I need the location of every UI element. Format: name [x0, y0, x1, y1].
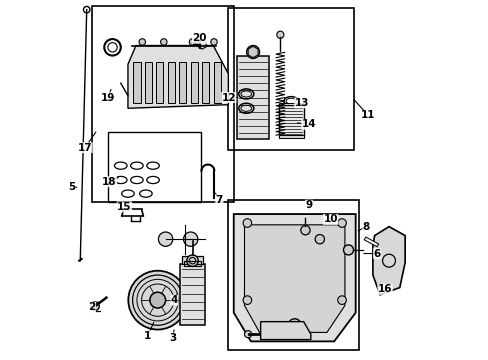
Text: 13: 13 — [294, 98, 308, 108]
Text: 3: 3 — [169, 333, 176, 343]
Bar — [278, 105, 303, 137]
Circle shape — [246, 45, 259, 58]
Text: 1: 1 — [144, 331, 151, 341]
Bar — [278, 103, 303, 105]
Circle shape — [244, 330, 251, 338]
Text: 10: 10 — [323, 215, 337, 224]
Ellipse shape — [183, 232, 198, 246]
Bar — [190, 62, 198, 103]
Text: 17: 17 — [78, 143, 92, 153]
Bar — [228, 200, 359, 350]
Bar — [202, 62, 209, 103]
Bar — [107, 132, 201, 202]
Text: 12: 12 — [221, 93, 236, 103]
Bar — [182, 256, 203, 264]
Circle shape — [186, 255, 198, 266]
Text: 16: 16 — [377, 284, 391, 294]
Text: 6: 6 — [373, 248, 380, 258]
Circle shape — [139, 39, 145, 45]
Text: 14: 14 — [301, 120, 316, 129]
Text: 19: 19 — [101, 93, 115, 103]
Text: 7: 7 — [215, 195, 223, 205]
Text: 11: 11 — [360, 111, 375, 121]
Text: 8: 8 — [362, 222, 369, 231]
Circle shape — [337, 296, 346, 305]
Polygon shape — [260, 321, 310, 339]
Circle shape — [243, 296, 251, 305]
Bar — [92, 6, 233, 202]
Polygon shape — [244, 225, 344, 332]
Polygon shape — [128, 45, 228, 108]
Text: 18: 18 — [102, 177, 116, 187]
Circle shape — [337, 219, 346, 227]
Polygon shape — [233, 214, 355, 341]
Circle shape — [300, 226, 309, 235]
Bar — [167, 62, 175, 103]
Circle shape — [90, 302, 99, 311]
Circle shape — [243, 219, 251, 227]
Ellipse shape — [158, 232, 172, 246]
Bar — [183, 261, 201, 266]
Bar — [133, 62, 140, 103]
Bar — [213, 62, 221, 103]
Circle shape — [189, 39, 195, 45]
Bar — [156, 62, 163, 103]
Bar — [228, 8, 353, 149]
Text: 5: 5 — [68, 182, 75, 192]
Text: 20: 20 — [192, 33, 206, 43]
Bar — [180, 264, 204, 325]
Circle shape — [343, 245, 353, 255]
Text: 2: 2 — [88, 302, 96, 312]
Polygon shape — [372, 226, 405, 295]
Bar — [144, 62, 152, 103]
Bar — [237, 56, 268, 139]
Circle shape — [276, 31, 284, 39]
Circle shape — [314, 234, 324, 244]
Circle shape — [149, 292, 165, 308]
Circle shape — [128, 271, 187, 329]
Text: 9: 9 — [305, 200, 312, 210]
Circle shape — [210, 39, 217, 45]
Text: 15: 15 — [117, 202, 131, 212]
Text: 4: 4 — [170, 295, 178, 305]
Circle shape — [160, 39, 167, 45]
Bar — [278, 135, 303, 138]
Circle shape — [287, 319, 301, 332]
Bar — [179, 62, 186, 103]
